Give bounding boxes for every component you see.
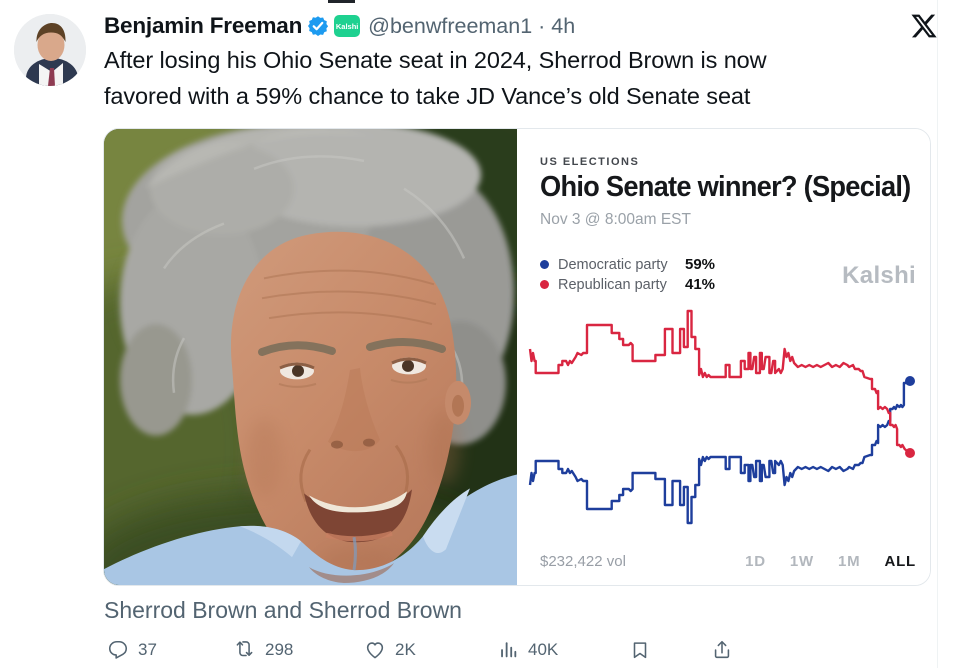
reply-count: 37 bbox=[138, 640, 157, 659]
media-caption: Sherrod Brown and Sherrod Brown bbox=[104, 597, 462, 623]
legend-value: 59% bbox=[685, 256, 716, 273]
views-bars-icon bbox=[501, 642, 517, 658]
cutoff-content-above bbox=[328, 0, 355, 3]
timeframe-1w[interactable]: 1W bbox=[789, 553, 814, 570]
legend-democratic: Democratic party 59% bbox=[540, 256, 715, 273]
legend-republican: Republican party 41% bbox=[540, 276, 715, 293]
media-card[interactable]: US ELECTIONS Ohio Senate winner? (Specia… bbox=[103, 128, 931, 586]
like-count: 2K bbox=[395, 640, 416, 659]
market-footer: $232,422 vol 1D 1W 1M ALL bbox=[540, 553, 916, 570]
heart-icon bbox=[366, 642, 384, 659]
republican-dot-icon bbox=[540, 280, 549, 289]
series-end-dot bbox=[905, 448, 915, 458]
x-logo-icon[interactable] bbox=[910, 12, 938, 40]
share-button[interactable] bbox=[711, 639, 733, 661]
kalshi-wordmark: Kalshi bbox=[842, 262, 916, 289]
display-name[interactable]: Benjamin Freeman bbox=[104, 13, 303, 38]
tweet-text-line1: After losing his Ohio Senate seat in 202… bbox=[104, 47, 767, 73]
column-divider bbox=[937, 0, 938, 668]
timeframe-1d[interactable]: 1D bbox=[745, 553, 766, 570]
repost-icon bbox=[236, 641, 253, 657]
kalshi-market-card[interactable]: US ELECTIONS Ohio Senate winner? (Specia… bbox=[517, 129, 930, 585]
market-category: US ELECTIONS bbox=[540, 156, 640, 168]
tweet-header: Benjamin Freeman Kalshi @benwfreeman1 · … bbox=[104, 11, 575, 41]
share-icon bbox=[714, 640, 730, 659]
kalshi-org-badge[interactable]: Kalshi bbox=[334, 15, 361, 37]
market-title: Ohio Senate winner? (Special) bbox=[540, 171, 911, 203]
timeframe-1m[interactable]: 1M bbox=[838, 553, 861, 570]
views-count: 40K bbox=[528, 640, 559, 659]
like-button[interactable]: 2K bbox=[364, 639, 416, 661]
price-history-chart bbox=[527, 301, 921, 537]
democratic-dot-icon bbox=[540, 260, 549, 269]
avatar-portrait bbox=[14, 14, 86, 86]
repost-count: 298 bbox=[265, 640, 294, 659]
bookmark-button[interactable] bbox=[629, 639, 651, 661]
timeframe-all[interactable]: ALL bbox=[884, 553, 916, 570]
avatar[interactable] bbox=[14, 14, 86, 86]
photo-sherrod-brown bbox=[104, 129, 517, 585]
legend-label: Republican party bbox=[558, 276, 667, 293]
reply-icon bbox=[108, 640, 128, 659]
legend-value: 41% bbox=[685, 276, 716, 293]
bookmark-icon bbox=[633, 642, 647, 659]
repost-button[interactable]: 298 bbox=[233, 639, 293, 661]
views-button[interactable]: 40K bbox=[497, 639, 558, 661]
verified-badge-icon bbox=[308, 16, 329, 36]
volume-label: $232,422 vol bbox=[540, 553, 626, 570]
reply-button[interactable]: 37 bbox=[107, 639, 157, 661]
market-subtitle: Nov 3 @ 8:00am EST bbox=[540, 211, 691, 228]
timeframe-selector: 1D 1W 1M ALL bbox=[745, 553, 916, 570]
series-end-dot bbox=[905, 376, 915, 386]
tweet-text-line2: favored with a 59% chance to take JD Van… bbox=[104, 83, 751, 109]
handle-and-timestamp[interactable]: @benwfreeman1 · 4h bbox=[368, 13, 576, 38]
legend-label: Democratic party bbox=[558, 256, 668, 273]
